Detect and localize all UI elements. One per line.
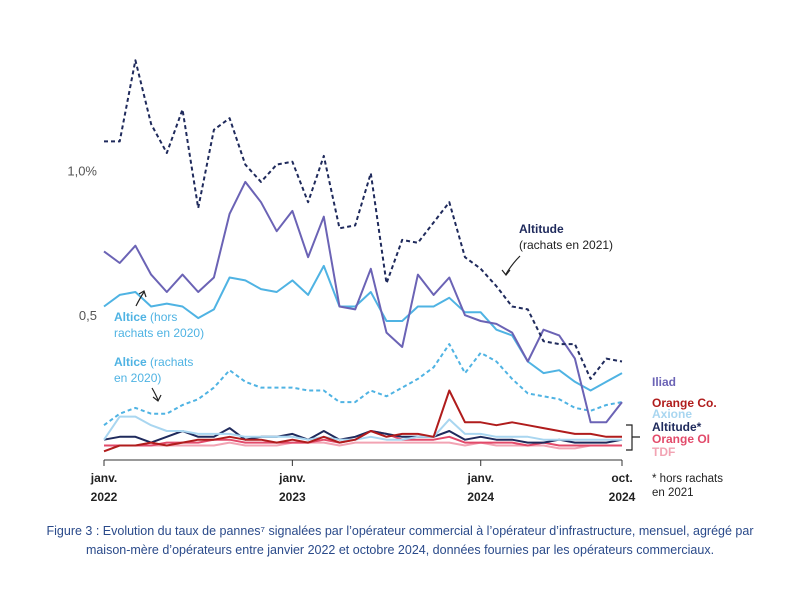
annotation-altice-rachats-desc: (rachats <box>147 355 194 369</box>
annotation-altice-hors-brand: Altice <box>114 310 147 324</box>
annotation-altitude-arrowhead <box>501 269 511 276</box>
legend-bracket <box>626 424 640 451</box>
annotation-altitude-arrow <box>505 255 521 275</box>
annotation-altice-rachats-subtitle: en 2020) <box>114 371 161 385</box>
x-tick-label: oct. <box>611 471 632 485</box>
annotation-altice-rachats-arrow <box>151 387 159 401</box>
series-line-altice-hors-rachats-en-2020 <box>103 264 623 392</box>
annotation-altice-hors-subtitle: rachats en 2020) <box>114 326 204 340</box>
y-axis: 1,0% 0,5 <box>67 163 97 323</box>
series-line-iliad <box>103 180 623 424</box>
legend-label-axione: Axione <box>652 407 692 421</box>
series-line-altice-rachats-en-2020 <box>103 343 623 427</box>
annotations: Altitude (rachats en 2021) Altice (hors rac… <box>114 222 613 402</box>
annotation-altice-hors-title: Altice (hors <box>114 310 177 324</box>
x-tick-label: janv. <box>90 471 117 485</box>
annotation-altitude-subtitle: (rachats en 2021) <box>519 238 613 252</box>
annotation-altice-hors-arrow <box>135 291 145 307</box>
annotation-altice-hors-arrowhead <box>138 290 147 298</box>
y-tick-label: 1,0% <box>67 163 97 178</box>
legend-label-orange-oi: Orange OI <box>652 432 710 446</box>
annotation-altitude-title: Altitude <box>519 222 564 236</box>
annotation-altice-rachats-arrowhead <box>152 394 162 402</box>
series-line-altitude-rachats-en-2021 <box>104 59 623 380</box>
series-line-axione <box>103 415 622 441</box>
x-tick-label: janv. <box>278 471 305 485</box>
footnote-line-2: en 2021 <box>652 487 694 499</box>
series-line-altitude <box>103 427 623 444</box>
legend-label-tdf: TDF <box>652 445 675 459</box>
figure-caption: Figure 3 : Evolution du taux de pannes⁷ … <box>46 524 754 557</box>
x-tick-label: 2023 <box>279 490 306 504</box>
x-tick-label: janv. <box>466 471 493 485</box>
series-line-orange-co <box>103 389 622 453</box>
legend-label-altitude: Altitude* <box>652 420 702 434</box>
y-tick-label: 0,5 <box>79 308 97 323</box>
x-tick-label: 2024 <box>609 490 636 504</box>
chart: 1,0% 0,5 janv. 2022 janv. 2023 janv. 2024 oct. 2… <box>67 59 723 504</box>
legend-label-orange-co: Orange Co. <box>652 396 717 410</box>
annotation-altice-rachats-brand: Altice <box>114 355 147 369</box>
footnote: * hors rachats en 2021 <box>652 473 723 499</box>
x-tick-label: 2024 <box>467 490 494 504</box>
x-axis: janv. 2022 janv. 2023 janv. 2024 oct. 2024 <box>90 459 636 504</box>
series-line-tdf <box>104 441 622 450</box>
series-layer <box>103 59 623 453</box>
annotation-altice-rachats-title: Altice (rachats <box>114 355 193 369</box>
legend-label-iliad: Iliad <box>652 375 676 389</box>
annotation-altice-hors-desc: (hors <box>147 310 178 324</box>
footnote-line-1: * hors rachats <box>652 473 723 485</box>
x-tick-label: 2022 <box>91 490 118 504</box>
